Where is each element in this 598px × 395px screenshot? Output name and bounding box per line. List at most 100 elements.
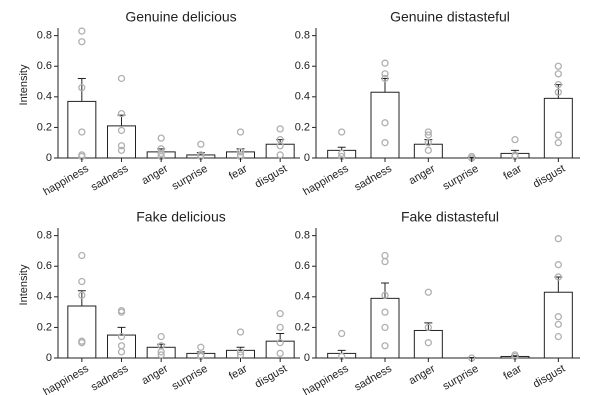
data-point (554, 88, 562, 96)
x-tick-label: disgust (253, 363, 289, 391)
data-point (157, 145, 165, 153)
data-point (78, 339, 86, 347)
data-point (424, 288, 432, 296)
x-tick-label: anger (407, 363, 438, 388)
x-tick-label: sadness (89, 162, 131, 193)
y-tick-label: 0.8 (37, 230, 52, 242)
bar (543, 97, 573, 159)
data-point (78, 128, 86, 136)
data-point (424, 131, 432, 139)
data-point (554, 332, 562, 341)
y-tick-label: 0.6 (295, 260, 310, 272)
data-point (276, 309, 284, 318)
data-point (78, 83, 86, 92)
data-point (236, 328, 245, 336)
data-point (236, 351, 245, 359)
data-point (554, 261, 562, 269)
data-point (424, 146, 432, 155)
bar (265, 143, 295, 159)
data-point (276, 323, 284, 332)
data-point (381, 257, 389, 266)
data-point (117, 142, 126, 150)
data-point (78, 291, 86, 299)
panel-title: Genuine delicious (125, 9, 236, 25)
data-point (276, 125, 284, 133)
data-point (381, 59, 389, 67)
data-point (338, 149, 346, 158)
x-tick-label: anger (407, 163, 438, 188)
x-tick-label: sadness (352, 162, 394, 193)
data-point (424, 128, 432, 136)
panel-title: Fake distasteful (401, 209, 499, 225)
y-tick-label: 0.2 (37, 321, 52, 333)
data-point (381, 70, 389, 78)
panel-title: Fake delicious (136, 209, 226, 225)
data-point (424, 339, 432, 347)
data-point (276, 349, 284, 358)
x-tick-label: happiness (301, 362, 351, 395)
data-point (157, 348, 165, 356)
x-tick-label: happiness (41, 162, 91, 198)
y-tick-label: 0.6 (37, 260, 52, 272)
y-tick-label: 0.2 (295, 321, 310, 333)
data-point (381, 308, 389, 316)
data-point (197, 140, 205, 148)
y-tick-label: 0.8 (295, 30, 310, 42)
data-point (197, 343, 205, 351)
data-point (554, 70, 562, 78)
x-tick-label: fear (502, 363, 525, 383)
y-tick-label: 0.2 (37, 121, 52, 133)
y-tick-label: 0.4 (295, 91, 310, 103)
data-point (338, 329, 346, 338)
data-point (78, 38, 86, 46)
data-point (78, 27, 86, 35)
x-tick-label: disgust (531, 363, 567, 391)
panel-title: Genuine distasteful (390, 9, 510, 25)
data-point (554, 235, 562, 243)
data-point (554, 313, 562, 321)
data-point (117, 308, 126, 316)
data-point (117, 74, 126, 83)
x-tick-label: surprise (441, 363, 481, 393)
bar (265, 340, 295, 359)
data-point (381, 342, 389, 350)
bar (370, 91, 400, 159)
y-tick-label: 0.2 (295, 121, 310, 133)
y-axis-label: Intensity (18, 64, 30, 105)
data-point (157, 134, 165, 142)
bar (67, 100, 97, 159)
data-point (381, 251, 389, 260)
data-point (157, 351, 165, 359)
error-bar (77, 77, 86, 102)
data-point (381, 74, 389, 83)
y-tick-label: 0 (46, 152, 52, 164)
y-tick-label: 0.8 (295, 230, 310, 242)
x-tick-label: anger (140, 163, 171, 188)
x-tick-label: surprise (441, 163, 481, 193)
data-point (117, 109, 126, 118)
y-tick-label: 0 (46, 352, 52, 364)
data-point (117, 348, 126, 356)
x-tick-label: disgust (531, 163, 567, 191)
data-point (338, 128, 346, 136)
y-tick-label: 0.6 (37, 60, 52, 72)
y-tick-label: 0.4 (37, 91, 52, 103)
data-point (554, 80, 562, 89)
data-point (554, 320, 562, 329)
data-point (381, 139, 389, 147)
bar (413, 329, 443, 359)
data-point (381, 119, 389, 127)
y-tick-label: 0.6 (295, 60, 310, 72)
data-point (424, 139, 432, 147)
x-tick-label: anger (140, 363, 171, 388)
x-tick-label: sadness (352, 362, 394, 393)
x-tick-label: happiness (41, 362, 91, 395)
data-point (276, 151, 284, 159)
x-tick-label: disgust (253, 163, 289, 191)
bar (107, 125, 136, 159)
data-point (381, 323, 389, 332)
data-point (78, 251, 86, 260)
x-tick-label: fear (227, 163, 250, 183)
data-point (381, 291, 389, 299)
